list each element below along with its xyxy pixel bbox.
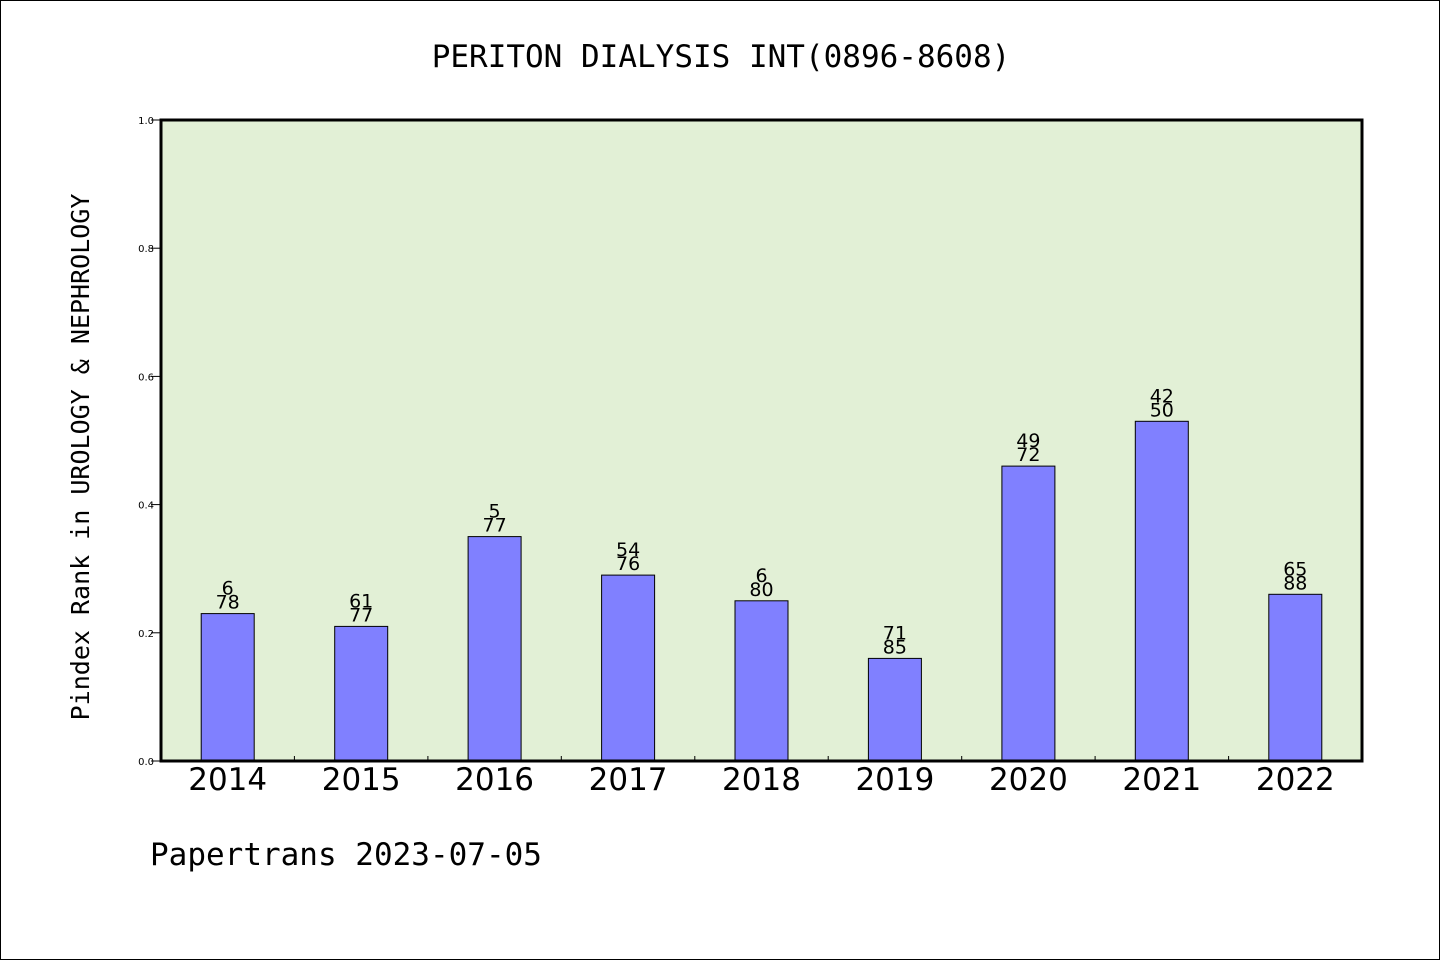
bar-2022 xyxy=(1268,593,1323,762)
x-tick-label-2021: 2021 xyxy=(1122,762,1201,798)
bar-label-total-2016: 77 xyxy=(483,515,507,537)
y-tick-label-0.6: 0.6 xyxy=(138,372,154,383)
x-axis-ticks: 2014 2015 2016 2017 2018 2019 2020 2021 2022 xyxy=(188,756,1335,798)
bar-label-rank-2014: 6 xyxy=(222,578,234,600)
bar-2016 xyxy=(467,536,522,762)
bar-label-total-2022: 88 xyxy=(1283,572,1307,594)
bar-label-rank-2019: 71 xyxy=(883,622,907,644)
bar-label-total-2014: 78 xyxy=(216,592,240,614)
x-tick-label-2017: 2017 xyxy=(589,762,668,798)
bar-label-rank-2020: 49 xyxy=(1016,430,1040,452)
bar-2017 xyxy=(601,574,656,762)
y-tick-label-1.0: 1.0 xyxy=(138,116,154,127)
bar-label-total-2019: 85 xyxy=(883,636,907,658)
bar-label-rank-2021: 42 xyxy=(1150,385,1174,407)
y-tick-label-0.0: 0.0 xyxy=(138,757,154,768)
bar-label-total-2020: 72 xyxy=(1016,444,1040,466)
bar-label-total-2021: 50 xyxy=(1150,399,1174,421)
y-tick-label-0.2: 0.2 xyxy=(138,629,154,640)
bar-2020 xyxy=(1001,465,1056,762)
bar-2021 xyxy=(1134,420,1189,762)
bar-label-rank-2022: 65 xyxy=(1283,558,1307,580)
bar-label-total-2015: 77 xyxy=(349,604,373,626)
bar-label-rank-2015: 61 xyxy=(349,590,373,612)
bar-label-rank-2016: 5 xyxy=(489,501,501,523)
bar-2014 xyxy=(200,613,255,762)
bar-label-rank-2018: 6 xyxy=(755,565,767,587)
bar-label-rank-2017: 54 xyxy=(616,539,640,561)
chart-title: PERITON DIALYSIS INT(0896-8608) xyxy=(432,39,1011,75)
plot-border xyxy=(159,118,1364,763)
bar-2015 xyxy=(334,625,389,762)
footer-credit: Papertrans 2023-07-05 xyxy=(150,837,542,873)
x-tick-label-2016: 2016 xyxy=(455,762,534,798)
x-tick-label-2018: 2018 xyxy=(722,762,801,798)
y-axis-label: Pindex Rank in UROLOGY & NEPHROLOGY xyxy=(66,194,95,721)
x-tick-label-2022: 2022 xyxy=(1256,762,1335,798)
bars-layer xyxy=(200,420,1323,762)
y-axis-ticks: 0.0 0.2 0.4 0.6 0.8 1.0 xyxy=(138,116,161,768)
bar-label-total-2018: 80 xyxy=(749,579,773,601)
x-tick-label-2014: 2014 xyxy=(188,762,267,798)
bar-2019 xyxy=(867,657,922,762)
x-tick-label-2019: 2019 xyxy=(855,762,934,798)
x-tick-label-2020: 2020 xyxy=(989,762,1068,798)
y-tick-label-0.8: 0.8 xyxy=(138,244,154,255)
bar-label-total-2017: 76 xyxy=(616,553,640,575)
y-tick-label-0.4: 0.4 xyxy=(138,501,154,512)
x-tick-label-2015: 2015 xyxy=(322,762,401,798)
bar-2018 xyxy=(734,600,789,762)
